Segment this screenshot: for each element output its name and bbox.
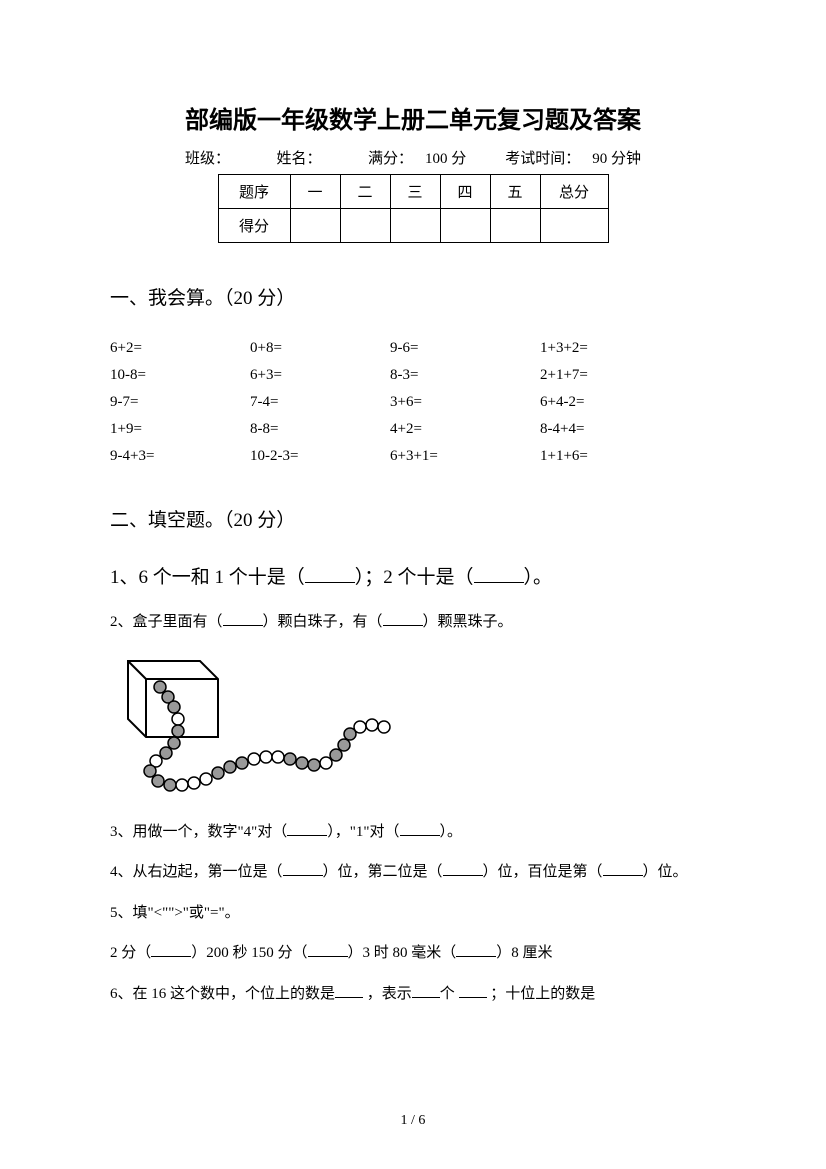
calc-item: 1+1+6= — [540, 448, 680, 465]
th-4: 四 — [440, 175, 490, 209]
question-4: 4、从右边起，第一位是（）位，第二位是（）位，百位是第（）位。 — [110, 858, 716, 887]
full-value: 100 分 — [425, 151, 466, 167]
name-label: 姓名： — [276, 151, 321, 167]
calc-item: 8-3= — [390, 367, 540, 384]
beads-illustration — [110, 649, 716, 804]
calc-item: 6+4-2= — [540, 394, 680, 411]
question-1: 1、6 个一和 1 个十是（）；2 个十是（）。 — [110, 562, 716, 594]
calc-item: 9-7= — [110, 394, 250, 411]
th-seq: 题序 — [218, 175, 290, 209]
calc-item: 3+6= — [390, 394, 540, 411]
th-3: 三 — [390, 175, 440, 209]
page-number: 1 / 6 — [0, 1113, 826, 1129]
calc-grid: 6+2= 0+8= 9-6= 1+3+2= 10-8= 6+3= 8-3= 2+… — [110, 340, 716, 465]
calc-item: 9-4+3= — [110, 448, 250, 465]
question-2: 2、盒子里面有（）颗白珠子，有（）颗黑珠子。 — [110, 608, 716, 637]
td-blank — [290, 209, 340, 243]
score-table: 题序 一 二 三 四 五 总分 得分 — [218, 174, 609, 243]
question-6: 6、在 16 这个数中，个位上的数是 ，表示个 ；十位上的数是 — [110, 980, 716, 1009]
td-score-label: 得分 — [218, 209, 290, 243]
question-3: 3、用做一个，数字"4"对（），"1"对（）。 — [110, 818, 716, 847]
calc-item: 6+3= — [250, 367, 390, 384]
table-row: 得分 — [218, 209, 608, 243]
td-blank — [390, 209, 440, 243]
section2-heading: 二、填空题。（20 分） — [110, 505, 716, 532]
calc-item: 6+2= — [110, 340, 250, 357]
td-blank — [440, 209, 490, 243]
calc-item: 0+8= — [250, 340, 390, 357]
page-title: 部编版一年级数学上册二单元复习题及答案 — [110, 100, 716, 135]
calc-item: 2+1+7= — [540, 367, 680, 384]
calc-item: 8-4+4= — [540, 421, 680, 438]
calc-item: 9-6= — [390, 340, 540, 357]
td-blank — [540, 209, 608, 243]
calc-item: 10-8= — [110, 367, 250, 384]
th-total: 总分 — [540, 175, 608, 209]
td-blank — [340, 209, 390, 243]
calc-item: 7-4= — [250, 394, 390, 411]
calc-item: 8-8= — [250, 421, 390, 438]
calc-item: 6+3+1= — [390, 448, 540, 465]
class-label: 班级： — [185, 151, 230, 167]
th-5: 五 — [490, 175, 540, 209]
table-row: 题序 一 二 三 四 五 总分 — [218, 175, 608, 209]
section1-heading: 一、我会算。（20 分） — [110, 283, 716, 310]
calc-item: 10-2-3= — [250, 448, 390, 465]
calc-item: 4+2= — [390, 421, 540, 438]
exam-info: 班级： 姓名： 满分： 100 分 考试时间： 90 分钟 — [110, 147, 716, 168]
calc-item: 1+3+2= — [540, 340, 680, 357]
calc-item: 1+9= — [110, 421, 250, 438]
time-label: 考试时间： — [505, 151, 580, 167]
question-5: 5、填"<"">"或"="。 — [110, 899, 716, 928]
full-label: 满分： — [368, 151, 413, 167]
time-value: 90 分钟 — [592, 151, 641, 167]
th-2: 二 — [340, 175, 390, 209]
td-blank — [490, 209, 540, 243]
question-5-line: 2 分（）200 秒 150 分（）3 时 80 毫米（）8 厘米 — [110, 939, 716, 968]
th-1: 一 — [290, 175, 340, 209]
